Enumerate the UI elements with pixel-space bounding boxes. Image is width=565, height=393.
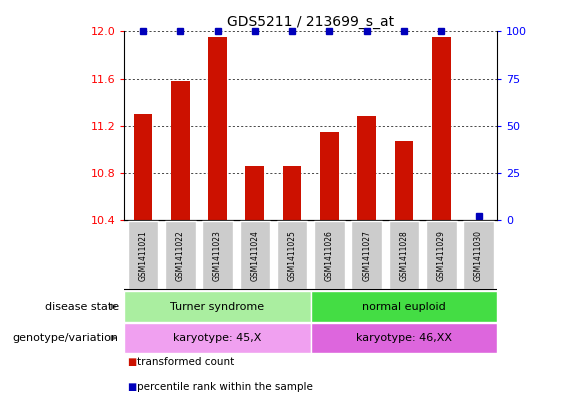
Text: transformed count: transformed count <box>137 356 234 367</box>
Text: ■: ■ <box>127 382 136 392</box>
Bar <box>128 222 158 289</box>
Text: GSM1411027: GSM1411027 <box>362 230 371 281</box>
Bar <box>311 292 497 321</box>
Bar <box>351 222 382 289</box>
Bar <box>394 141 413 220</box>
Bar <box>277 222 307 289</box>
Bar <box>124 292 311 321</box>
Text: GSM1411022: GSM1411022 <box>176 230 185 281</box>
Title: GDS5211 / 213699_s_at: GDS5211 / 213699_s_at <box>227 15 394 29</box>
Text: karyotype: 45,X: karyotype: 45,X <box>173 333 262 343</box>
Bar <box>311 323 497 353</box>
Text: disease state: disease state <box>45 301 119 312</box>
Bar <box>245 166 264 220</box>
Text: genotype/variation: genotype/variation <box>12 333 119 343</box>
Text: GSM1411021: GSM1411021 <box>138 230 147 281</box>
Text: karyotype: 46,XX: karyotype: 46,XX <box>356 333 452 343</box>
Bar <box>124 323 311 353</box>
Text: GSM1411026: GSM1411026 <box>325 230 334 281</box>
Text: GSM1411030: GSM1411030 <box>474 230 483 281</box>
Text: GSM1411028: GSM1411028 <box>399 230 408 281</box>
Bar <box>171 81 190 220</box>
Text: ■: ■ <box>127 356 136 367</box>
Bar <box>165 222 195 289</box>
Bar <box>314 222 345 289</box>
Text: GSM1411025: GSM1411025 <box>288 230 297 281</box>
Text: percentile rank within the sample: percentile rank within the sample <box>137 382 312 392</box>
Bar <box>202 222 233 289</box>
Text: GSM1411029: GSM1411029 <box>437 230 446 281</box>
Bar <box>133 114 152 220</box>
Text: GSM1411023: GSM1411023 <box>213 230 222 281</box>
Text: GSM1411024: GSM1411024 <box>250 230 259 281</box>
Bar <box>320 132 338 220</box>
Bar <box>426 222 457 289</box>
Bar <box>389 222 419 289</box>
Text: normal euploid: normal euploid <box>362 301 446 312</box>
Bar <box>240 222 270 289</box>
Bar <box>463 222 494 289</box>
Bar <box>357 116 376 220</box>
Text: Turner syndrome: Turner syndrome <box>171 301 264 312</box>
Bar <box>432 37 450 220</box>
Bar <box>282 166 301 220</box>
Bar <box>208 37 227 220</box>
